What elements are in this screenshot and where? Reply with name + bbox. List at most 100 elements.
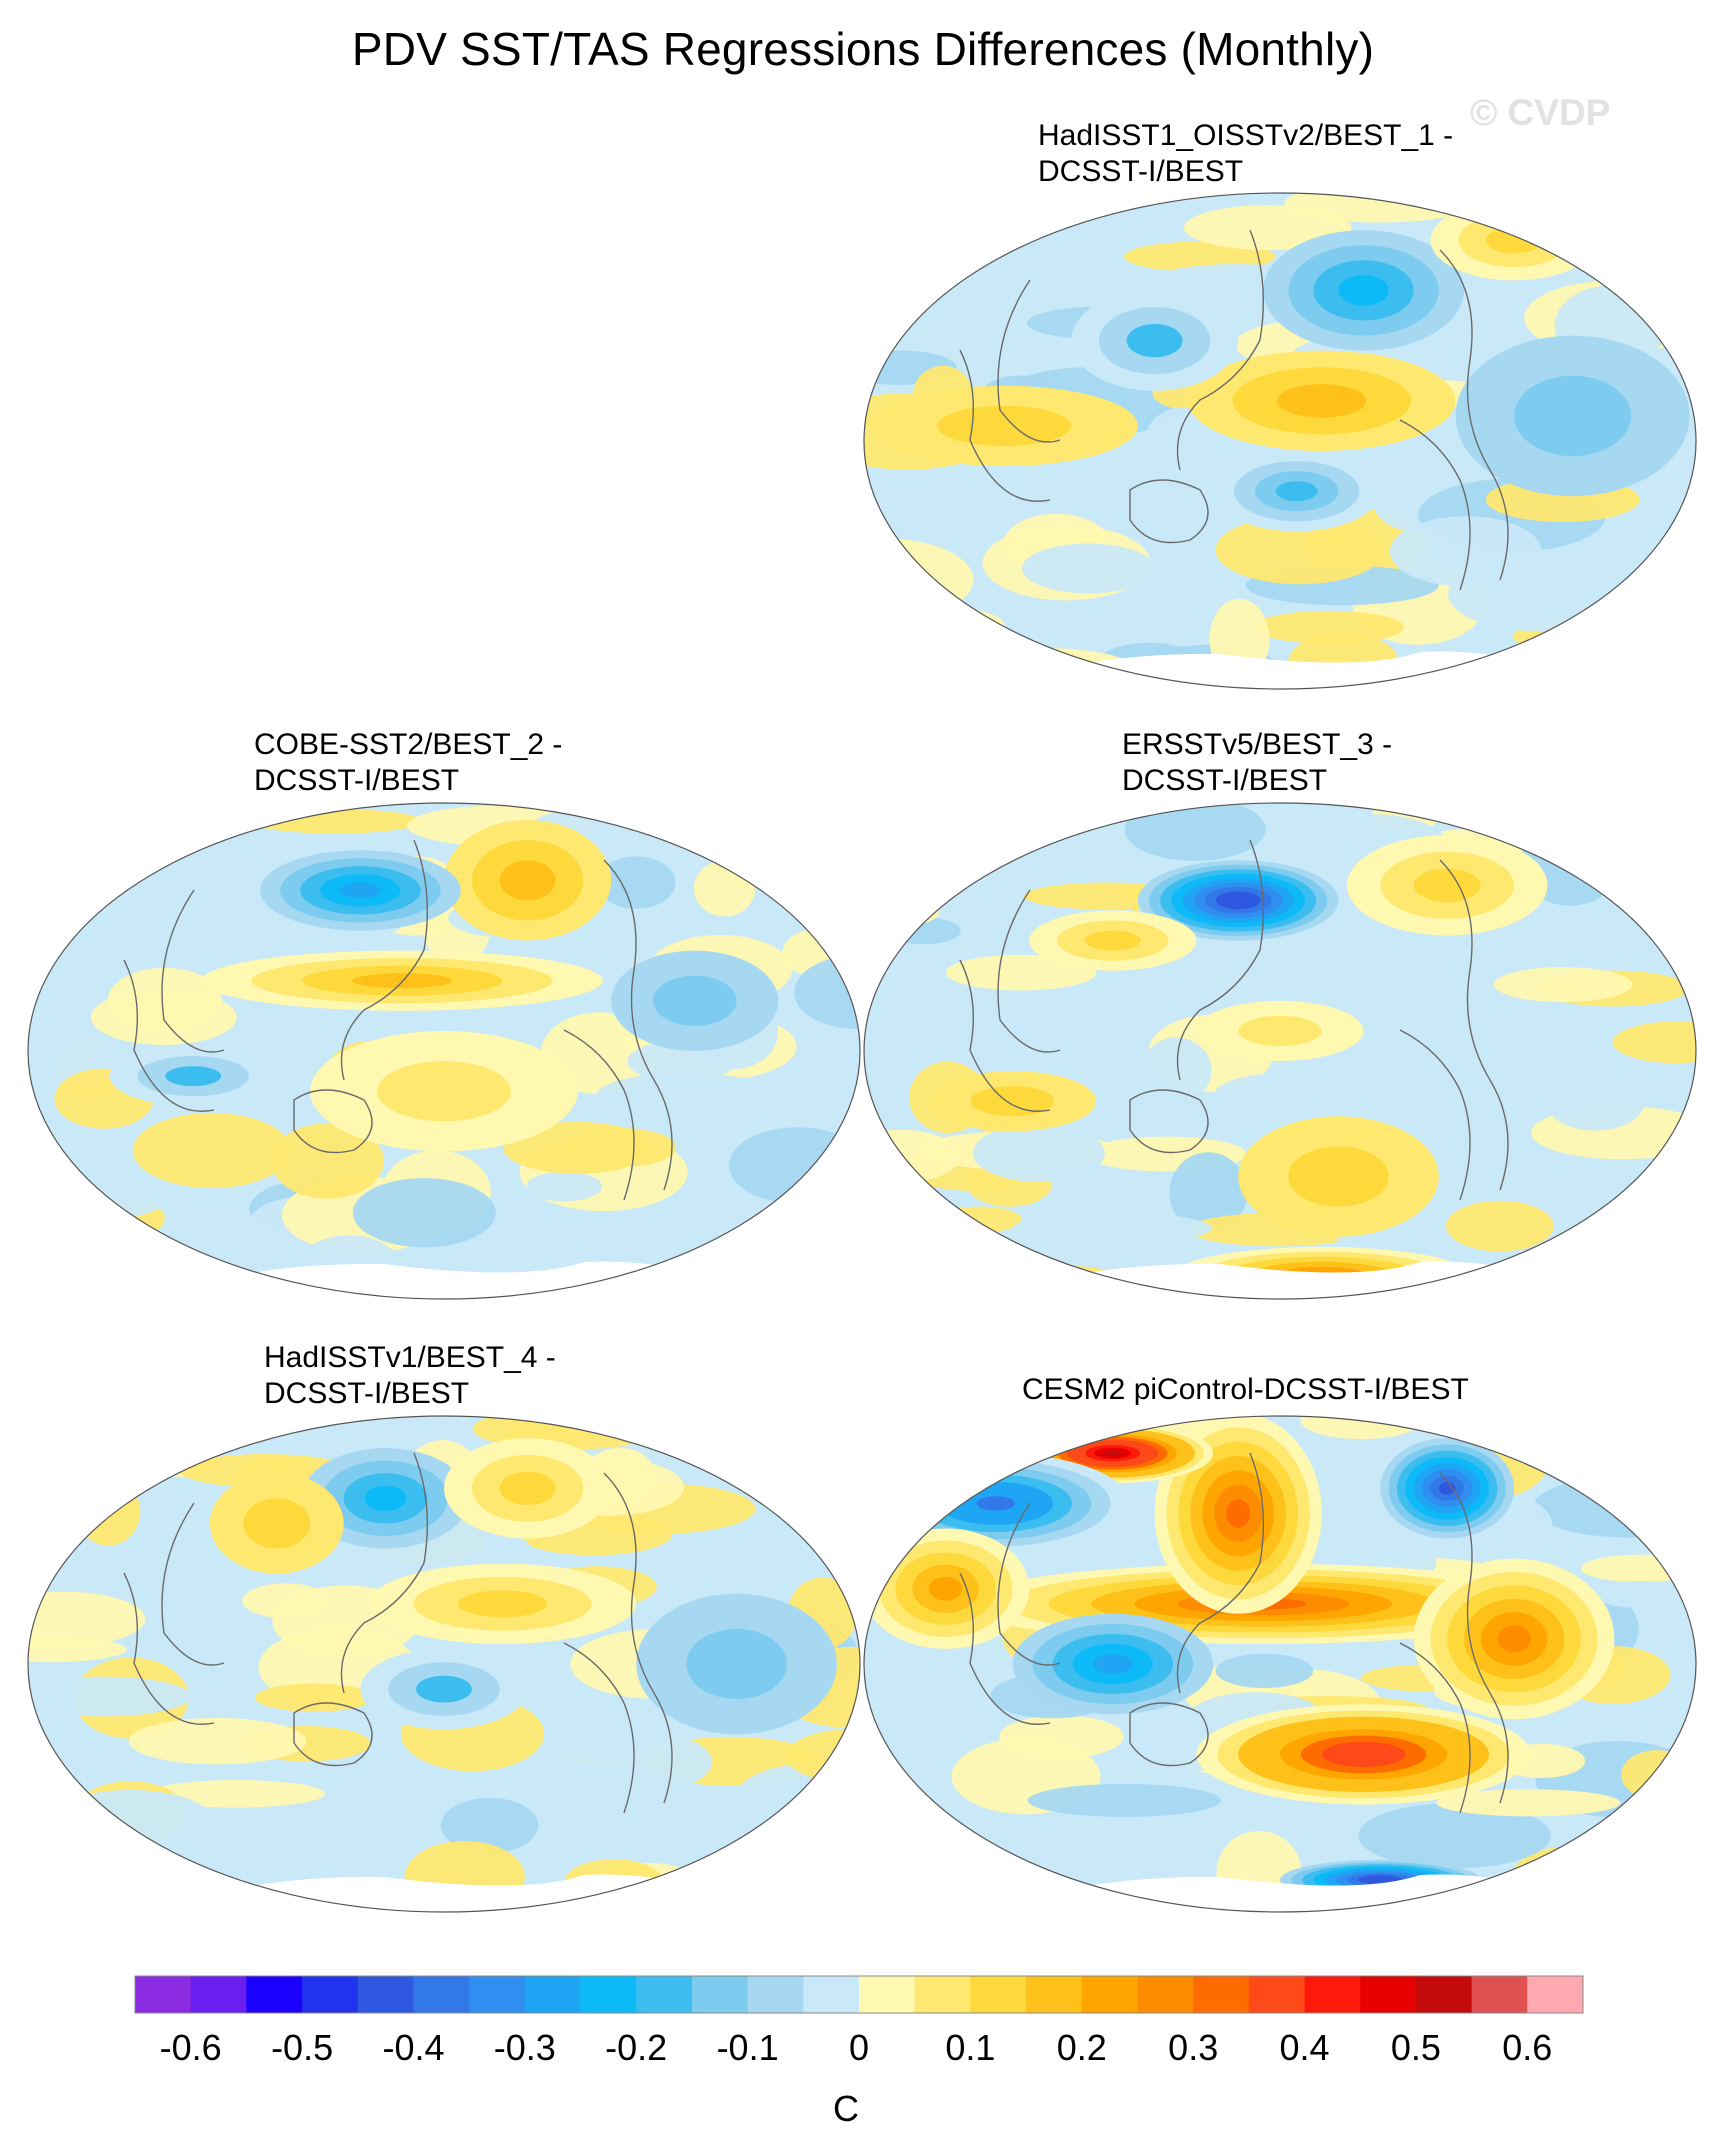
field-patch bbox=[549, 1200, 708, 1245]
coastline bbox=[959, 349, 1051, 502]
field-contour bbox=[1226, 1499, 1251, 1528]
coastline bbox=[1439, 859, 1509, 1191]
colorbar-swatch bbox=[1248, 1976, 1305, 2013]
field-patch bbox=[1012, 1212, 1212, 1245]
coastline bbox=[1439, 1472, 1509, 1804]
colorbar-tick-label: 0.2 bbox=[1057, 2027, 1107, 2068]
map-panel-3 bbox=[863, 802, 1697, 1300]
field-patch bbox=[597, 856, 676, 909]
field-contour bbox=[1238, 1015, 1322, 1046]
map-outline bbox=[27, 1415, 861, 1913]
coastline bbox=[997, 889, 1061, 1053]
field-contour bbox=[1277, 384, 1367, 418]
field-contour bbox=[1438, 1482, 1456, 1495]
colorbar-swatch bbox=[636, 1976, 693, 2013]
coastline bbox=[293, 1089, 373, 1154]
coastline bbox=[1129, 1089, 1209, 1154]
coastline bbox=[1399, 1029, 1471, 1201]
field-contour bbox=[1084, 930, 1141, 951]
colorbar-tick-label: 0.5 bbox=[1391, 2027, 1441, 2068]
field-patch bbox=[1358, 1803, 1551, 1869]
field-contour bbox=[1413, 868, 1481, 902]
figure-title: PDV SST/TAS Regressions Differences (Mon… bbox=[351, 23, 1375, 75]
colorbar-tick-label: 0 bbox=[849, 2027, 869, 2068]
colorbar-tick-label: 0.6 bbox=[1502, 2027, 1552, 2068]
colorbar-swatch bbox=[469, 1976, 526, 2013]
field-patch bbox=[595, 1072, 776, 1121]
colorbar-swatch bbox=[413, 1976, 470, 2013]
coastline bbox=[1399, 419, 1471, 591]
colorbar-swatch bbox=[1527, 1976, 1584, 2013]
map-panel-5 bbox=[863, 1415, 1697, 1913]
map-outline bbox=[27, 802, 861, 1300]
colorbar-swatch bbox=[1193, 1976, 1250, 2013]
field-contour bbox=[416, 1675, 472, 1703]
colorbar-swatch bbox=[1415, 1976, 1473, 2013]
colorbar-swatch bbox=[859, 1976, 916, 2013]
field-contour bbox=[499, 1471, 556, 1505]
field-contour bbox=[165, 1066, 222, 1087]
field-patch bbox=[627, 1040, 737, 1082]
field-contour bbox=[243, 1498, 311, 1549]
panel-4-title: HadISSTv1/BEST_4 - DCSST-I/BEST bbox=[264, 1341, 556, 1410]
colorbar-tick-label: 0.1 bbox=[945, 2027, 995, 2068]
colorbar-swatch bbox=[580, 1976, 637, 2013]
coastline bbox=[959, 1572, 1051, 1725]
field-patch bbox=[1253, 610, 1405, 644]
field-contour bbox=[377, 1061, 511, 1122]
colorbar-tick-label: -0.2 bbox=[605, 2027, 667, 2068]
colorbar-swatch bbox=[302, 1976, 359, 2013]
field-patch bbox=[440, 1797, 539, 1853]
field-patch bbox=[1436, 1789, 1621, 1817]
coastline bbox=[123, 1572, 215, 1725]
field-contour bbox=[970, 1086, 1055, 1117]
field-contour bbox=[1227, 895, 1250, 905]
coastline bbox=[1176, 1452, 1265, 1694]
colorbar-swatch bbox=[1360, 1976, 1417, 2013]
field-patch bbox=[1021, 543, 1155, 594]
field-contour bbox=[928, 1576, 963, 1601]
field-patch bbox=[1545, 1073, 1645, 1131]
colorbar-frame bbox=[134, 1975, 1584, 2014]
field-contour bbox=[1275, 481, 1318, 502]
field-contour bbox=[1103, 1450, 1122, 1456]
coastline bbox=[1129, 479, 1209, 544]
colorbar-unit-label: C bbox=[833, 2088, 859, 2129]
field-patch bbox=[1446, 1200, 1554, 1252]
colorbar-tick-label: -0.5 bbox=[271, 2027, 333, 2068]
colorbar-swatch bbox=[747, 1976, 804, 2013]
colorbar-tick-label: 0.3 bbox=[1168, 2027, 1218, 2068]
field-patch bbox=[107, 967, 222, 1032]
colorbar-swatch bbox=[190, 1976, 247, 2013]
colorbar-swatch bbox=[357, 1976, 414, 2013]
field-contour bbox=[364, 1485, 407, 1511]
field-patch bbox=[1229, 958, 1422, 993]
panel-2-title: COBE-SST2/BEST_2 - DCSST-I/BEST bbox=[254, 728, 563, 797]
field-patch bbox=[1183, 205, 1352, 251]
map-panel-4 bbox=[27, 1415, 861, 1913]
field-patch bbox=[526, 1171, 602, 1202]
field-patch bbox=[1214, 1072, 1358, 1117]
field-patch bbox=[1215, 1653, 1314, 1688]
coastline bbox=[997, 1502, 1061, 1666]
map-panel-2 bbox=[27, 802, 861, 1300]
field-patch bbox=[1141, 1037, 1212, 1104]
field-patch bbox=[517, 1726, 713, 1798]
coastline bbox=[161, 1502, 225, 1666]
colorbar-swatch bbox=[970, 1976, 1027, 2013]
colorbar-swatch bbox=[135, 1976, 192, 2013]
coastline bbox=[1439, 249, 1509, 581]
coastline bbox=[161, 889, 225, 1053]
colorbar-swatch bbox=[524, 1976, 581, 2013]
colorbar-swatch bbox=[803, 1976, 860, 2013]
colorbar-swatch bbox=[1304, 1976, 1361, 2013]
field-patch bbox=[28, 1676, 192, 1717]
panel-5-title: CESM2 piControl-DCSST-I/BEST bbox=[1022, 1373, 1469, 1406]
field-patch bbox=[1612, 1021, 1696, 1064]
field-contour bbox=[1369, 1877, 1392, 1883]
map-outline bbox=[863, 192, 1697, 690]
field-contour bbox=[976, 1496, 1015, 1511]
coastline bbox=[603, 1472, 673, 1804]
field-patch bbox=[1169, 1152, 1248, 1233]
field-contour bbox=[1514, 375, 1632, 457]
